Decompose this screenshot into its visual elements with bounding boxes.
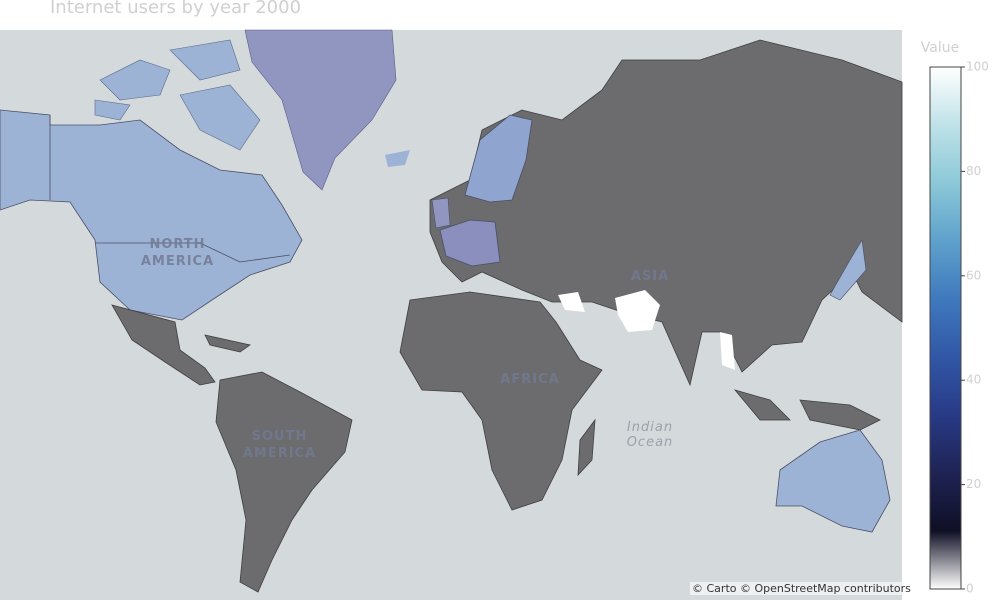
land [558, 292, 585, 312]
land [94, 99, 131, 121]
land [204, 334, 251, 353]
colorbar-tick-label: 40 [966, 373, 981, 387]
land [111, 304, 216, 386]
land [829, 239, 867, 301]
land [720, 332, 735, 370]
land [431, 197, 451, 229]
colorbar-tick-label: 60 [966, 268, 981, 282]
map-label: AFRICA [500, 372, 560, 387]
land [775, 429, 891, 533]
land [215, 371, 353, 593]
land [464, 114, 533, 203]
chart-title: Internet users by year 2000 [50, 0, 301, 18]
land [99, 59, 171, 101]
ocean-label: Indian Ocean [626, 420, 674, 450]
colorbar-title: Value [921, 40, 959, 56]
land [577, 418, 596, 477]
colorbar-tick-label: 100 [966, 60, 989, 74]
colorbar [929, 66, 962, 590]
border [95, 242, 291, 263]
land [799, 399, 881, 431]
land [615, 290, 660, 332]
land [179, 84, 261, 151]
land [0, 109, 303, 321]
land [429, 39, 903, 387]
attribution: © Carto © OpenStreetMap contributors [690, 582, 913, 595]
land [169, 39, 241, 81]
colorbar-tick-label: 20 [966, 477, 981, 491]
land [439, 219, 501, 267]
land [399, 291, 603, 511]
colorbar-tick-label: 80 [966, 164, 981, 178]
land [733, 389, 791, 421]
land [244, 29, 397, 191]
land [385, 150, 410, 167]
map [0, 29, 903, 600]
map-label: SOUTH AMERICA [242, 429, 317, 461]
map-label: ASIA [630, 269, 670, 284]
map-label: NORTH AMERICA [140, 237, 215, 269]
colorbar-tick-label: 0 [966, 582, 974, 596]
